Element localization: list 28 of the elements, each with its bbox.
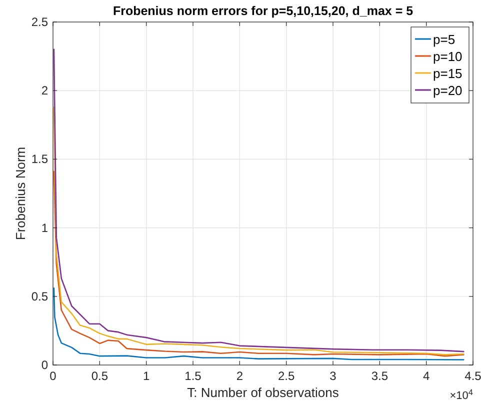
y-tick-label: 0.5	[31, 289, 48, 304]
x-tick-label: 2	[236, 369, 244, 383]
x-tick-label: 3.5	[371, 369, 388, 383]
line-series	[53, 106, 464, 356]
x-tick-label: 0.5	[91, 369, 108, 383]
y-tick-label: 0	[41, 358, 48, 372]
y-tick-label: 1.5	[31, 152, 48, 166]
y-axis-title: Frobenius Norm	[13, 146, 28, 240]
text: ×10$^{4}$	[450, 388, 474, 402]
y-tick-label: 2	[41, 84, 48, 98]
x-tick-label: 4.5	[464, 369, 481, 383]
line-series	[53, 288, 464, 360]
legend-label: p=10	[433, 49, 462, 64]
legend-label: p=5	[433, 32, 456, 47]
x-tick-label: 1	[142, 369, 150, 383]
x-tick-label: 3	[330, 369, 337, 383]
y-tick-label: 1	[41, 220, 48, 235]
x-tick-label: 1.5	[184, 369, 202, 383]
line-series	[53, 170, 464, 357]
y-tick-label: 2.5	[31, 15, 48, 29]
x-tick-label: 4	[422, 369, 430, 383]
x-tick-label: 2.5	[278, 369, 295, 383]
chart-title: Frobenius norm errors for p=5,10,15,20, d_max = 5	[112, 4, 414, 18]
line-series	[53, 48, 464, 352]
x-tick-label: 0	[50, 369, 57, 383]
legend-label: p=15	[433, 66, 462, 81]
legend-label: p=20	[433, 83, 462, 98]
x-axis-title: T: Number of observations	[187, 385, 340, 400]
